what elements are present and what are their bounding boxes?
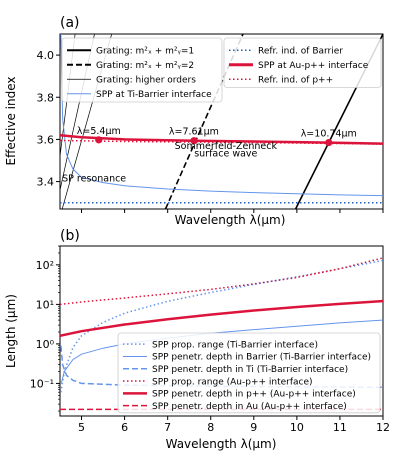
marker-point [190, 137, 198, 145]
panel-b-series-group [60, 257, 383, 411]
series-au_prop_range [60, 257, 383, 306]
marker-label: λ=7.61μm [169, 127, 219, 138]
legend-entry-label: SPP prop. range (Au-p++ interface) [152, 377, 313, 387]
legend-entry-label: SPP penetr. depth in Barrier (Ti-Barrier… [152, 353, 371, 363]
panel-b-legend: SPP prop. range (Ti-Barrier interface) SP… [117, 332, 381, 414]
panel-b-label: (b) [60, 228, 80, 244]
legend-b-box [117, 332, 381, 414]
series-au_depth_pplus [60, 299, 383, 338]
legend-entry-label: SPP prop. range (Ti-Barrier interface) [152, 340, 318, 350]
panel-a-effective-index-chart: (a) λ=5.4μm λ=7.61μm λ=10.74μm Sommerfeld-Z… [4, 15, 384, 227]
panel-a-xlabel: Wavelength λ(μm) [175, 213, 286, 227]
legend-entry-label: Grating: m²ₓ + m²ᵧ=1 [96, 46, 194, 56]
legend-left-box [61, 37, 223, 103]
marker-label: λ=10.74μm [301, 129, 357, 140]
series-spp_ti_barrier [60, 34, 383, 197]
y-tick-label: 10⁰ [36, 338, 55, 351]
x-tick-label: 9 [250, 421, 257, 434]
legend-entry-label: Refr. ind. of Barrier [258, 46, 343, 56]
panel-a-y-ticks: 3.4 3.6 3.8 4.0 [37, 49, 60, 189]
y-tick-label: 3.6 [37, 133, 55, 146]
x-tick-label: 12 [376, 421, 390, 434]
y-tick-label: 10⁻¹ [30, 377, 54, 390]
x-tick-label: 11 [333, 421, 347, 434]
panel-a-x-ticks [81, 209, 384, 213]
legend-entry-label: SPP at Au-p++ interface [258, 61, 369, 71]
marker-point [95, 136, 103, 144]
legend-entry-label: SPP penetr. depth in p++ (Au-p++ interfa… [152, 390, 356, 400]
series-ti_prop_range [60, 259, 383, 393]
panel-a-label: (a) [60, 15, 80, 31]
x-tick-label: 6 [121, 421, 128, 434]
y-tick-label: 10¹ [36, 298, 54, 311]
marker-label: λ=5.4μm [77, 126, 121, 137]
marker-point [325, 138, 333, 147]
panel-a-markers-group: λ=5.4μm λ=7.61μm λ=10.74μm Sommerfeld-Zenne… [62, 126, 357, 185]
panel-b-y-ticks: 10⁻¹ 10⁰ 10¹ 10² [30, 245, 60, 412]
y-tick-label: 3.4 [37, 176, 55, 189]
series-spp_au_pplus [60, 133, 383, 145]
annotation-label: Sommerfeld-Zenneck [175, 141, 278, 152]
annotation-label: surface wave [194, 149, 257, 160]
x-tick-label: 10 [290, 421, 304, 434]
legend-entry-label: SPP at Ti-Barrier interface [96, 90, 212, 100]
y-tick-label: 10² [36, 259, 54, 272]
y-tick-label: 4.0 [37, 49, 55, 62]
legend-right-box [223, 37, 382, 88]
legend-entry-label: SPP penetr. depth in Au (Au-p++ interfac… [152, 402, 347, 412]
y-tick-label: 3.8 [37, 91, 55, 104]
panel-a-legend-left: Grating: m²ₓ + m²ᵧ=1 Grating: m²ₓ + m²ᵧ=2… [61, 37, 223, 103]
panel-b-ylabel: Length (μm) [4, 294, 18, 368]
x-tick-label: 5 [78, 421, 85, 434]
panel-a-legend-right: Refr. ind. of Barrier SPP at Au-p++ inter… [223, 37, 382, 88]
series-grating2 [164, 34, 244, 209]
panel-b-x-ticks: 5 6 7 8 9 10 11 12 [78, 416, 390, 434]
legend-entry-label: Grating: m²ₓ + m²ᵧ=2 [96, 61, 194, 71]
panel-b-xlabel: Wavelength λ(μm) [166, 437, 277, 451]
annotation-label: SP resonance [62, 174, 126, 185]
panel-a-ylabel: Effective index [4, 77, 18, 166]
panel-b-length-chart: (b) 10⁻¹ 10⁰ 10¹ 10² 5 6 7 8 9 10 11 12 Length (μm… [4, 228, 390, 451]
x-tick-label: 8 [207, 421, 214, 434]
x-tick-label: 7 [164, 421, 171, 434]
legend-entry-label: SPP penetr. depth in Ti (Ti-Barrier inte… [152, 365, 348, 375]
legend-entry-label: Grating: higher orders [96, 75, 196, 85]
legend-entry-label: Refr. ind. of p++ [258, 75, 333, 85]
